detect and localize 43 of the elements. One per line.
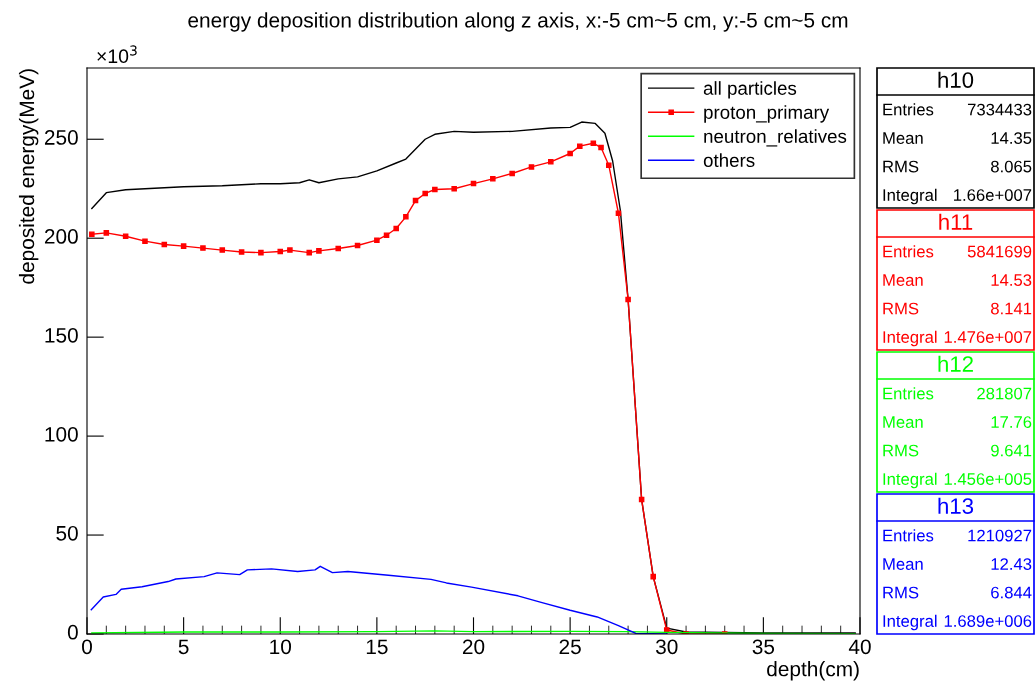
text: Entries 5841699 — [883, 245, 1032, 258]
text: Entries 281807 — [883, 387, 1032, 400]
text: h11 — [939, 213, 973, 230]
y-axis-title: deposited energy(MeV) — [18, 69, 39, 284]
y-tick-label: 50 — [56, 525, 78, 541]
text: Mean 17.76 — [883, 416, 1032, 428]
legend-label: others — [703, 153, 755, 168]
x-tick-label: 15 — [366, 639, 388, 655]
text: Integral 1.689e+006 — [883, 614, 1032, 631]
text: h13 — [938, 497, 974, 514]
text: h12 — [938, 355, 973, 372]
text: RMS 8.065 — [883, 160, 1032, 173]
y-tick-label: 100 — [45, 426, 78, 442]
chart-title: energy deposition distribution along z axis, x:-5 cm~5 cm, y:-5 cm~5 cm — [188, 12, 848, 32]
text: RMS 6.844 — [883, 586, 1032, 599]
x-axis-title: depth(cm) — [767, 661, 859, 681]
legend-label: all particles — [703, 81, 797, 99]
x-tick-label: 40 — [848, 639, 871, 655]
text: Entries 1210927 — [883, 529, 1032, 542]
y-tick-label: 250 — [44, 130, 78, 145]
legend-label: neutron_relatives — [704, 129, 847, 147]
x-tick-label: 5 — [178, 639, 189, 655]
text: h10 — [938, 71, 974, 88]
y-tick-label: 150 — [45, 327, 78, 343]
text: Mean 12.43 — [883, 558, 1032, 570]
text: RMS 8.141 — [883, 302, 1032, 315]
legend-label: proton_primary — [704, 105, 830, 123]
text: RMS 9.641 — [883, 444, 1032, 457]
x-tick-label: 30 — [655, 639, 678, 655]
text: Mean 14.35 — [883, 132, 1032, 144]
text: Entries 7334433 — [883, 103, 1032, 116]
text: Integral 1.456e+005 — [883, 472, 1032, 489]
text: Integral 1.66e+007 — [883, 188, 1032, 205]
x-tick-label: 0 — [82, 639, 92, 655]
y-tick-label: 200 — [44, 229, 78, 244]
text: ×10$^{3}$ — [97, 45, 137, 64]
text: Mean 14.53 — [883, 274, 1032, 286]
x-tick-label: 35 — [752, 639, 775, 655]
x-tick-label: 20 — [462, 639, 485, 655]
text: Integral 1.476e+007 — [883, 330, 1032, 347]
x-tick-label: 25 — [559, 639, 581, 655]
y-tick-label: 0 — [67, 624, 78, 640]
x-tick-label: 10 — [270, 639, 292, 655]
